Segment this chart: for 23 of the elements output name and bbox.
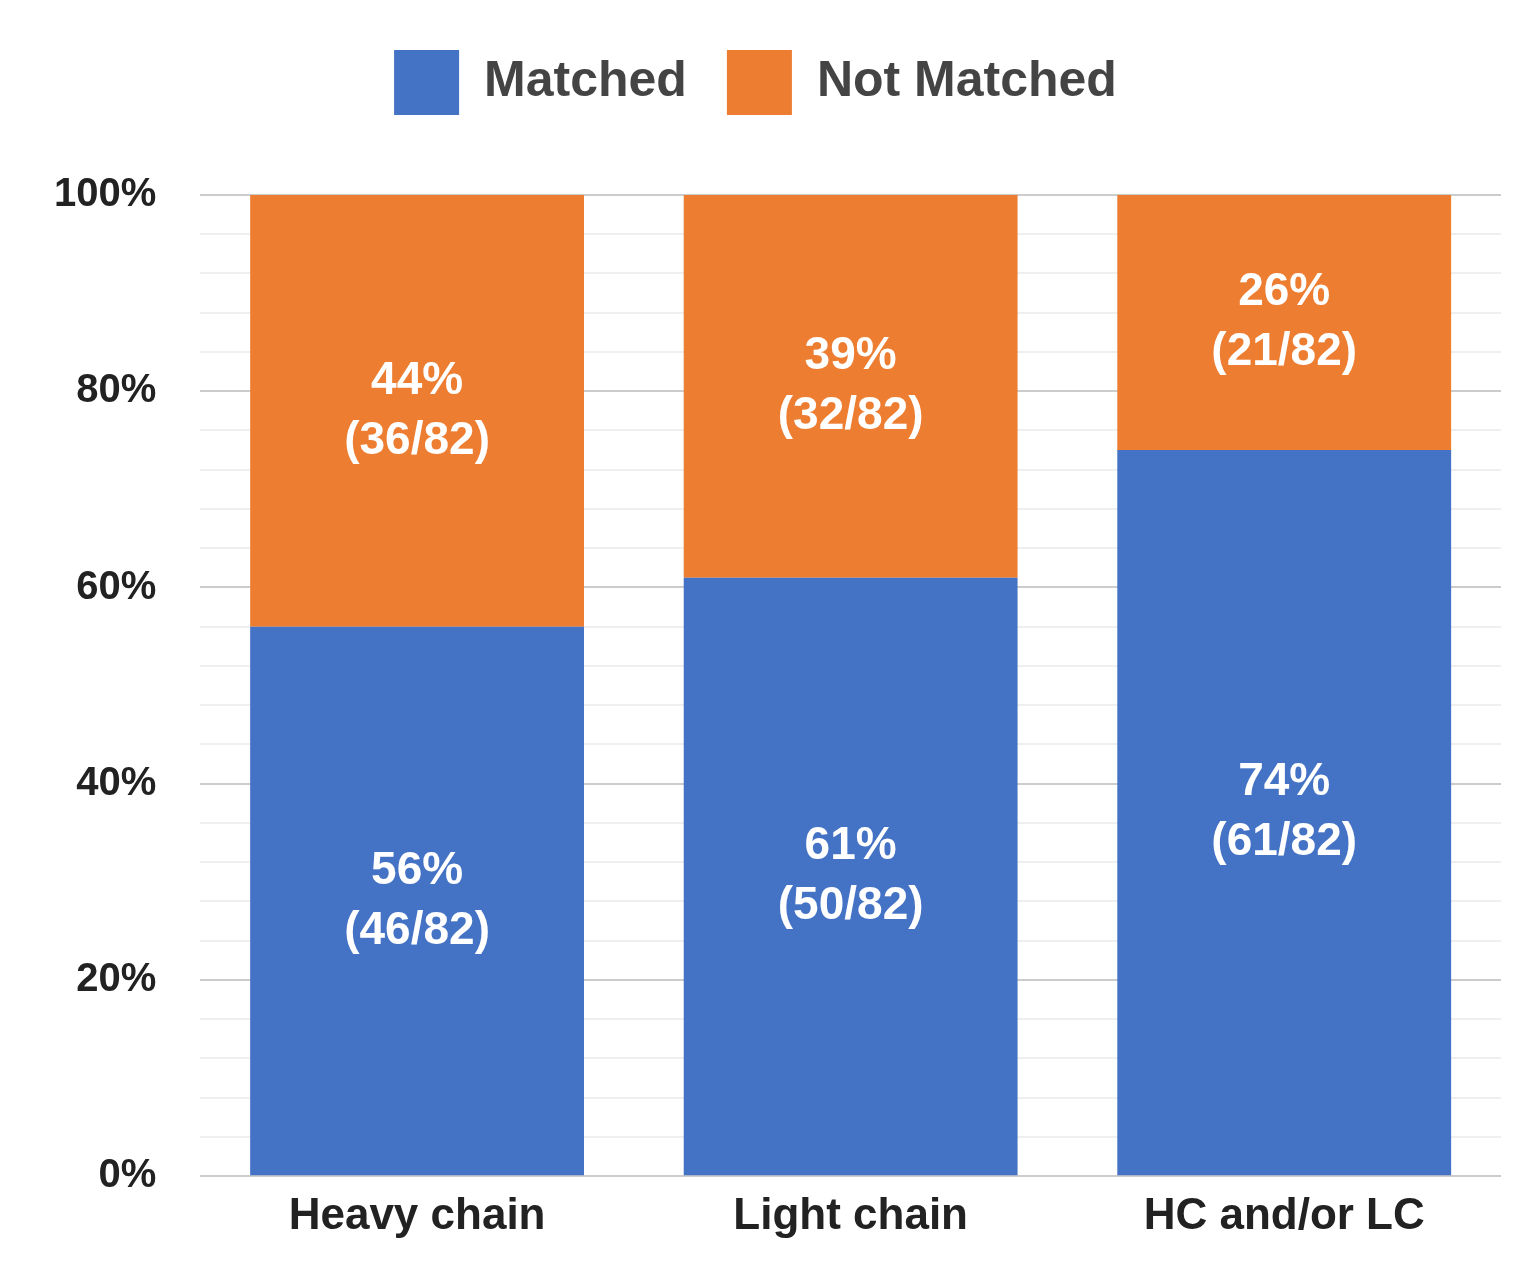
data-label: 44% (36/82) [344, 351, 490, 464]
data-label: 74% (61/82) [1211, 753, 1358, 866]
y-tick-label: 40% [76, 758, 157, 803]
bar [250, 626, 585, 1176]
bar [250, 195, 585, 627]
x-tick-label: Heavy chain [288, 1188, 546, 1238]
data-label: 56% (46/82) [344, 841, 490, 954]
data-label: 61% (50/82) [777, 817, 924, 930]
x-tick-label: Light chain [733, 1188, 968, 1238]
data-label: 39% (32/82) [777, 327, 924, 440]
legend-label: Not Matched [816, 51, 1117, 108]
y-tick-label: 60% [76, 562, 157, 607]
bar [683, 577, 1018, 1176]
bar [683, 195, 1018, 578]
y-tick-label: 20% [76, 954, 157, 999]
legend-label: Matched [484, 51, 687, 108]
bar [1117, 450, 1452, 1176]
y-tick-label: 80% [76, 366, 157, 411]
y-tick-label: 100% [53, 170, 157, 215]
bar [1117, 195, 1452, 451]
x-tick-label: HC and/or LC [1143, 1188, 1425, 1238]
data-label: 26% (21/82) [1211, 263, 1358, 376]
y-tick-label: 0% [98, 1151, 157, 1196]
